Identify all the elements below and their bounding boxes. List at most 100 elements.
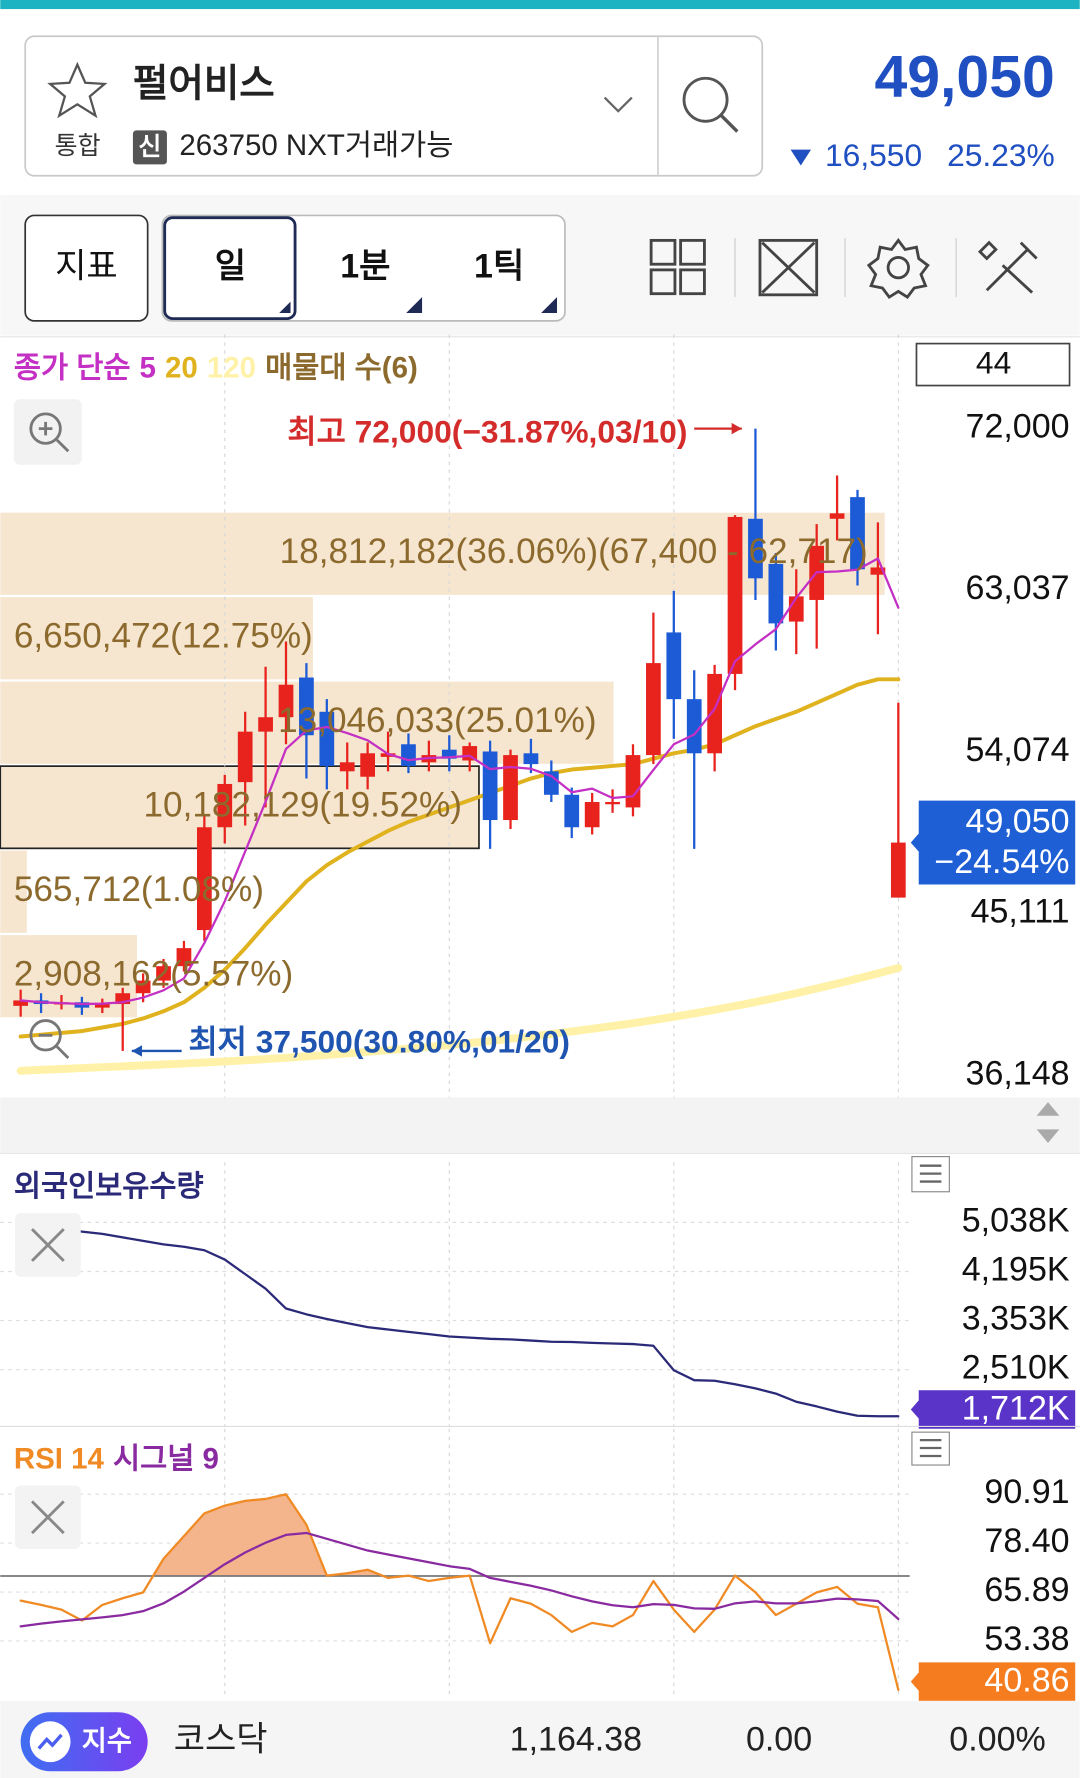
candle-body <box>217 783 233 828</box>
credit-label: 신 <box>138 133 161 161</box>
candle-body <box>156 966 171 981</box>
credit-badge <box>132 130 167 165</box>
current-price: 49,050 <box>874 45 1054 110</box>
legend-entry: 20 <box>165 351 198 384</box>
footer-bg <box>0 1700 1080 1778</box>
annotation-arrowhead <box>131 1045 142 1057</box>
close-icon <box>30 1500 65 1535</box>
scroll-arrows[interactable] <box>1036 1102 1060 1143</box>
volume-profile-label: 18,812,182(36.06%)(67,400 - 62,717) <box>280 532 868 571</box>
last-value-label: 1,712K <box>962 1390 1070 1428</box>
footer: 지수 코스닥 1,164.38 0.00 0.00% <box>20 1712 1046 1772</box>
candle-body <box>441 749 457 759</box>
y-tick-label: 72,000 <box>966 408 1070 446</box>
line-series <box>19 1224 900 1418</box>
fullscreen-icon[interactable] <box>758 238 819 297</box>
dropdown-icon[interactable] <box>603 96 633 113</box>
candle-body <box>890 842 906 898</box>
annotation-label: 최저 37,500(30.80%,01/20) <box>188 1024 569 1060</box>
tools-icon[interactable] <box>977 240 1038 294</box>
legend-entry: RSI 14 <box>14 1442 105 1475</box>
candle-body <box>564 794 580 828</box>
corner-marks <box>279 297 558 313</box>
legend-entry: 5 <box>140 351 156 384</box>
badge-icon-line <box>37 1733 63 1750</box>
menu-icon <box>919 1164 942 1183</box>
candle-body <box>339 762 355 772</box>
candle-body <box>278 684 294 718</box>
legend-entry: 120 <box>207 351 256 384</box>
y-tick-label: 2,510K <box>962 1349 1070 1387</box>
candle-body <box>299 677 314 736</box>
down-arrow <box>790 149 812 166</box>
candle-body <box>13 1000 29 1006</box>
legend-entry: 매물대 수(6) <box>265 351 418 384</box>
last-value-label: 49,050 <box>966 802 1070 840</box>
candle-body <box>748 518 763 579</box>
candle-body <box>584 801 600 828</box>
volume-profile-label: 2,908,162(5.57%) <box>14 954 293 993</box>
chart-area: 72,000 63,037 54,074 45,111 36,148 18,812,182… <box>0 334 1076 1701</box>
bar-count-box[interactable] <box>915 342 1071 387</box>
volume-profile-bar <box>0 597 313 680</box>
line-series <box>19 1493 900 1692</box>
index-name: 코스닥 <box>174 1721 268 1759</box>
candle-body <box>523 753 539 765</box>
volume-profile-label: 10,182,129(19.52%) <box>143 786 461 825</box>
close-icon <box>30 1228 65 1262</box>
candle-body <box>605 801 620 805</box>
price-change: 16,550 <box>825 137 922 173</box>
y-tick-label: 4,195K <box>962 1250 1070 1288</box>
favorite-icon[interactable] <box>47 61 108 119</box>
price-change-pct: 25.23% <box>947 137 1055 173</box>
volume-profile-label: 13,046,033(25.01%) <box>278 701 596 740</box>
indicator-button[interactable] <box>24 214 149 322</box>
y-tick-label: 54,074 <box>966 731 1070 769</box>
legend-entry: 종가 단순 <box>14 351 131 384</box>
y-tick-label: 53.38 <box>984 1620 1069 1658</box>
candle-body <box>401 744 416 766</box>
stock-name: 펄어비스 <box>133 62 275 105</box>
candle-body <box>768 563 784 624</box>
candle-body <box>707 673 722 754</box>
legend-entry: 외국인보유수량 <box>14 1170 204 1203</box>
zoom-in-icon[interactable] <box>13 399 82 465</box>
settings-icon[interactable] <box>866 238 930 299</box>
y-tick-label: 78.40 <box>984 1522 1069 1560</box>
line-series <box>19 1531 900 1628</box>
y-tick-label: 90.91 <box>984 1473 1069 1511</box>
layout-icon[interactable] <box>649 238 706 296</box>
y-tick-label: 63,037 <box>966 569 1070 607</box>
date-axis-bg <box>0 1097 1080 1153</box>
button-label[interactable]: 1분 <box>340 248 390 286</box>
candle-body <box>482 751 498 821</box>
candle-body <box>646 663 661 756</box>
search-icon[interactable] <box>682 76 729 123</box>
last-value-tag <box>910 800 1076 885</box>
candle-body <box>115 993 131 1005</box>
toolbar: 지표 일 1분 1틱 <box>24 214 1038 322</box>
last-value-label: 40.86 <box>984 1662 1069 1700</box>
zoom-out-icon[interactable] <box>29 1019 70 1059</box>
annotation-label: 최고 72,000(−31.87%,03/10) <box>287 414 687 450</box>
candle-body <box>686 699 702 754</box>
candle-body <box>360 753 376 777</box>
line-series <box>16 963 903 1075</box>
button-label: 일 <box>215 248 246 286</box>
y-tick-label: 65.89 <box>984 1571 1069 1609</box>
y-tick-label: 36,148 <box>966 1054 1070 1092</box>
badge-label: 지수 <box>82 1725 132 1756</box>
stock-header: 펄어비스 통합 신 263750 NXT거래가능 49,050 16,550 2… <box>24 35 1055 177</box>
period-day-button[interactable] <box>163 216 297 321</box>
index-value: 1,164.38 <box>510 1721 642 1759</box>
line-series <box>18 677 901 1039</box>
candle-body <box>788 596 804 622</box>
candle-body <box>258 717 273 732</box>
panel-icons <box>14 1156 950 1549</box>
candle-body <box>503 755 518 821</box>
button-label[interactable]: 1틱 <box>474 248 524 286</box>
search-box[interactable] <box>24 35 764 177</box>
candle-body <box>176 948 192 967</box>
